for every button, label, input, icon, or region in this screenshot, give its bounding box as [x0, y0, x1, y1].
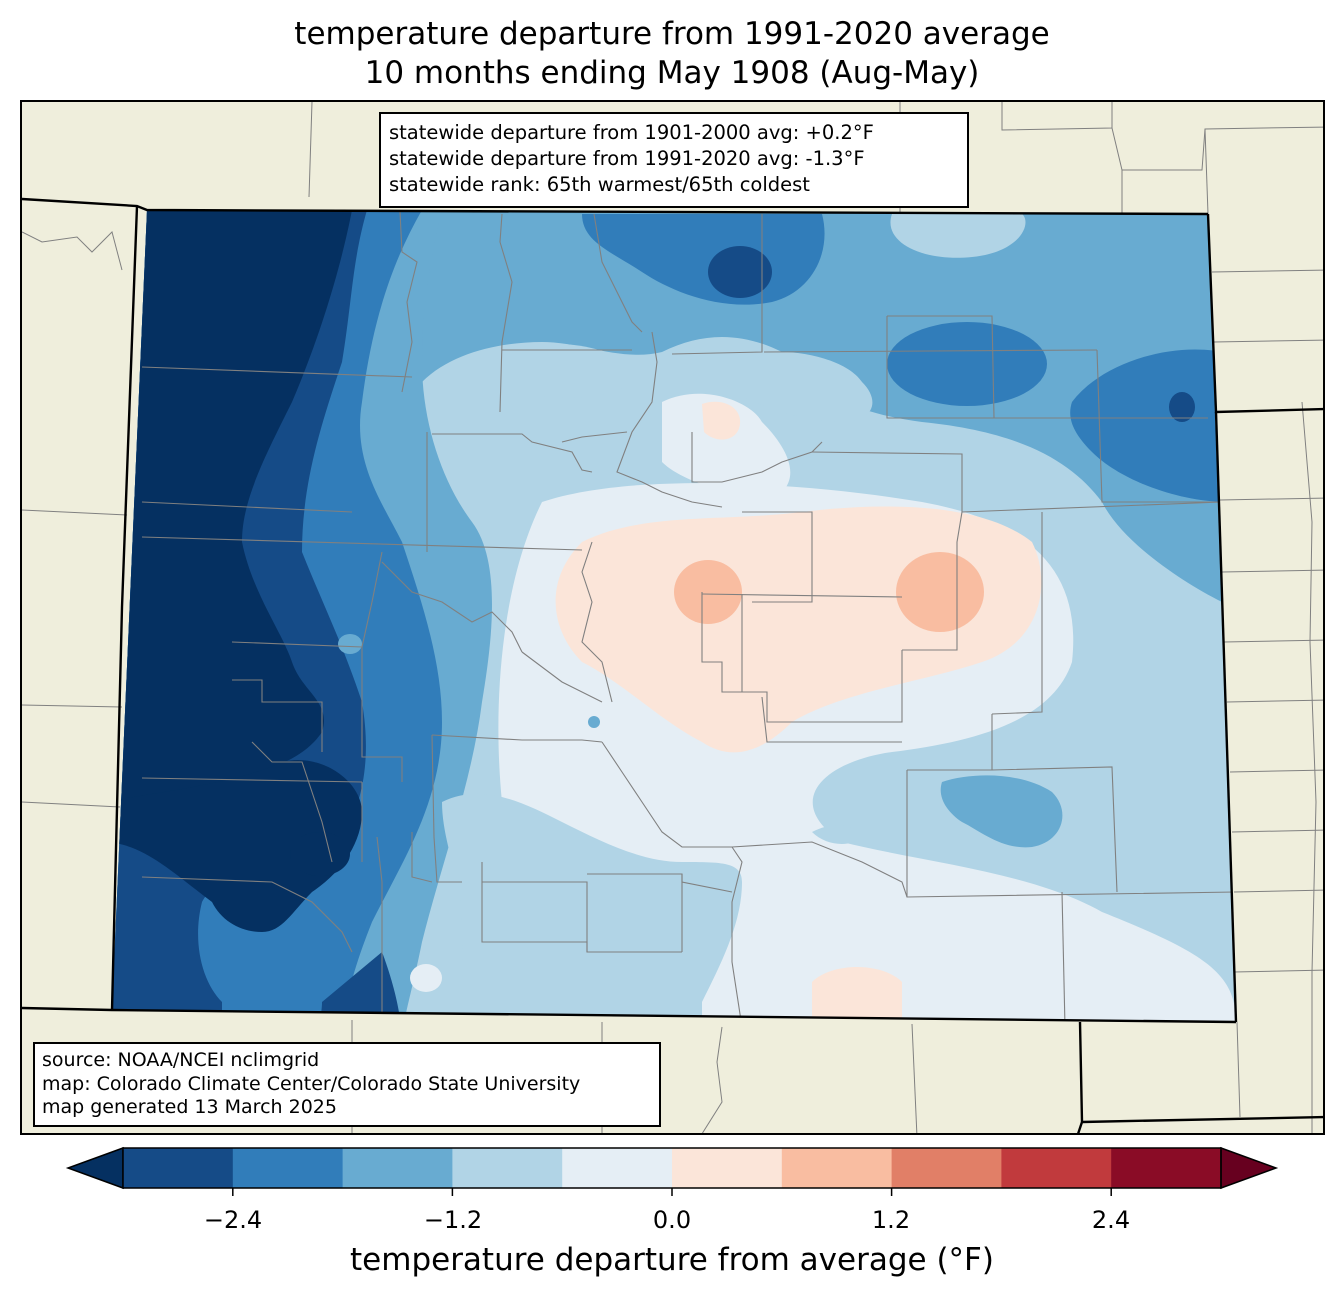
colorbar-tick-label: −1.2 — [423, 1206, 483, 1234]
colorado-map — [22, 102, 1323, 1133]
colorbar-bin — [781, 1148, 893, 1188]
colorbar-bin — [891, 1148, 1002, 1188]
colorbar-bin — [1111, 1148, 1222, 1188]
stats-line-1901-2000: statewide departure from 1901-2000 avg: … — [389, 121, 874, 144]
colorbar-bin — [672, 1148, 783, 1188]
colorbar-bin — [342, 1148, 453, 1188]
stats-line-1991-2020: statewide departure from 1991-2020 avg: … — [389, 147, 865, 170]
colorbar-label: temperature departure from average (°F) — [350, 1242, 994, 1278]
colorbar-bin — [452, 1148, 563, 1188]
credit-map: map: Colorado Climate Center/Colorado St… — [42, 1072, 581, 1095]
stats-line-rank: statewide rank: 65th warmest/65th coldes… — [389, 173, 810, 196]
map-title-line1: temperature departure from 1991-2020 ave… — [294, 16, 1050, 52]
colorado-county-lines — [141, 211, 1236, 1022]
colorbar-tick-label: 1.2 — [871, 1206, 911, 1234]
credit-generated: map generated 13 March 2025 — [42, 1096, 337, 1118]
colorbar-bin — [1001, 1148, 1112, 1188]
credit-source: source: NOAA/NCEI nclimgrid — [42, 1049, 320, 1071]
colorbar-bin — [123, 1148, 234, 1188]
state-boundaries — [22, 197, 1323, 1133]
colorbar-segments — [65, 1146, 1279, 1190]
credits-box: source: NOAA/NCEI nclimgrid map: Colorad… — [33, 1042, 661, 1127]
colorbar-over-arrow — [1220, 1146, 1279, 1190]
colorbar-ticks — [232, 1188, 1112, 1196]
temperature-field — [112, 210, 1236, 1022]
colorbar — [65, 1146, 1279, 1196]
colorbar-bin — [562, 1148, 673, 1188]
colorbar-tick-label: −2.4 — [203, 1206, 263, 1234]
colorbar-bin — [232, 1148, 344, 1188]
map-panel: statewide departure from 1901-2000 avg: … — [20, 100, 1325, 1135]
colorbar-tick-label: 0.0 — [652, 1206, 692, 1234]
map-title-line2: 10 months ending May 1908 (Aug-May) — [364, 55, 980, 91]
colorbar-under-arrow — [65, 1146, 124, 1190]
statewide-stats-box: statewide departure from 1901-2000 avg: … — [379, 112, 969, 208]
colorbar-tick-label: 2.4 — [1091, 1206, 1131, 1234]
